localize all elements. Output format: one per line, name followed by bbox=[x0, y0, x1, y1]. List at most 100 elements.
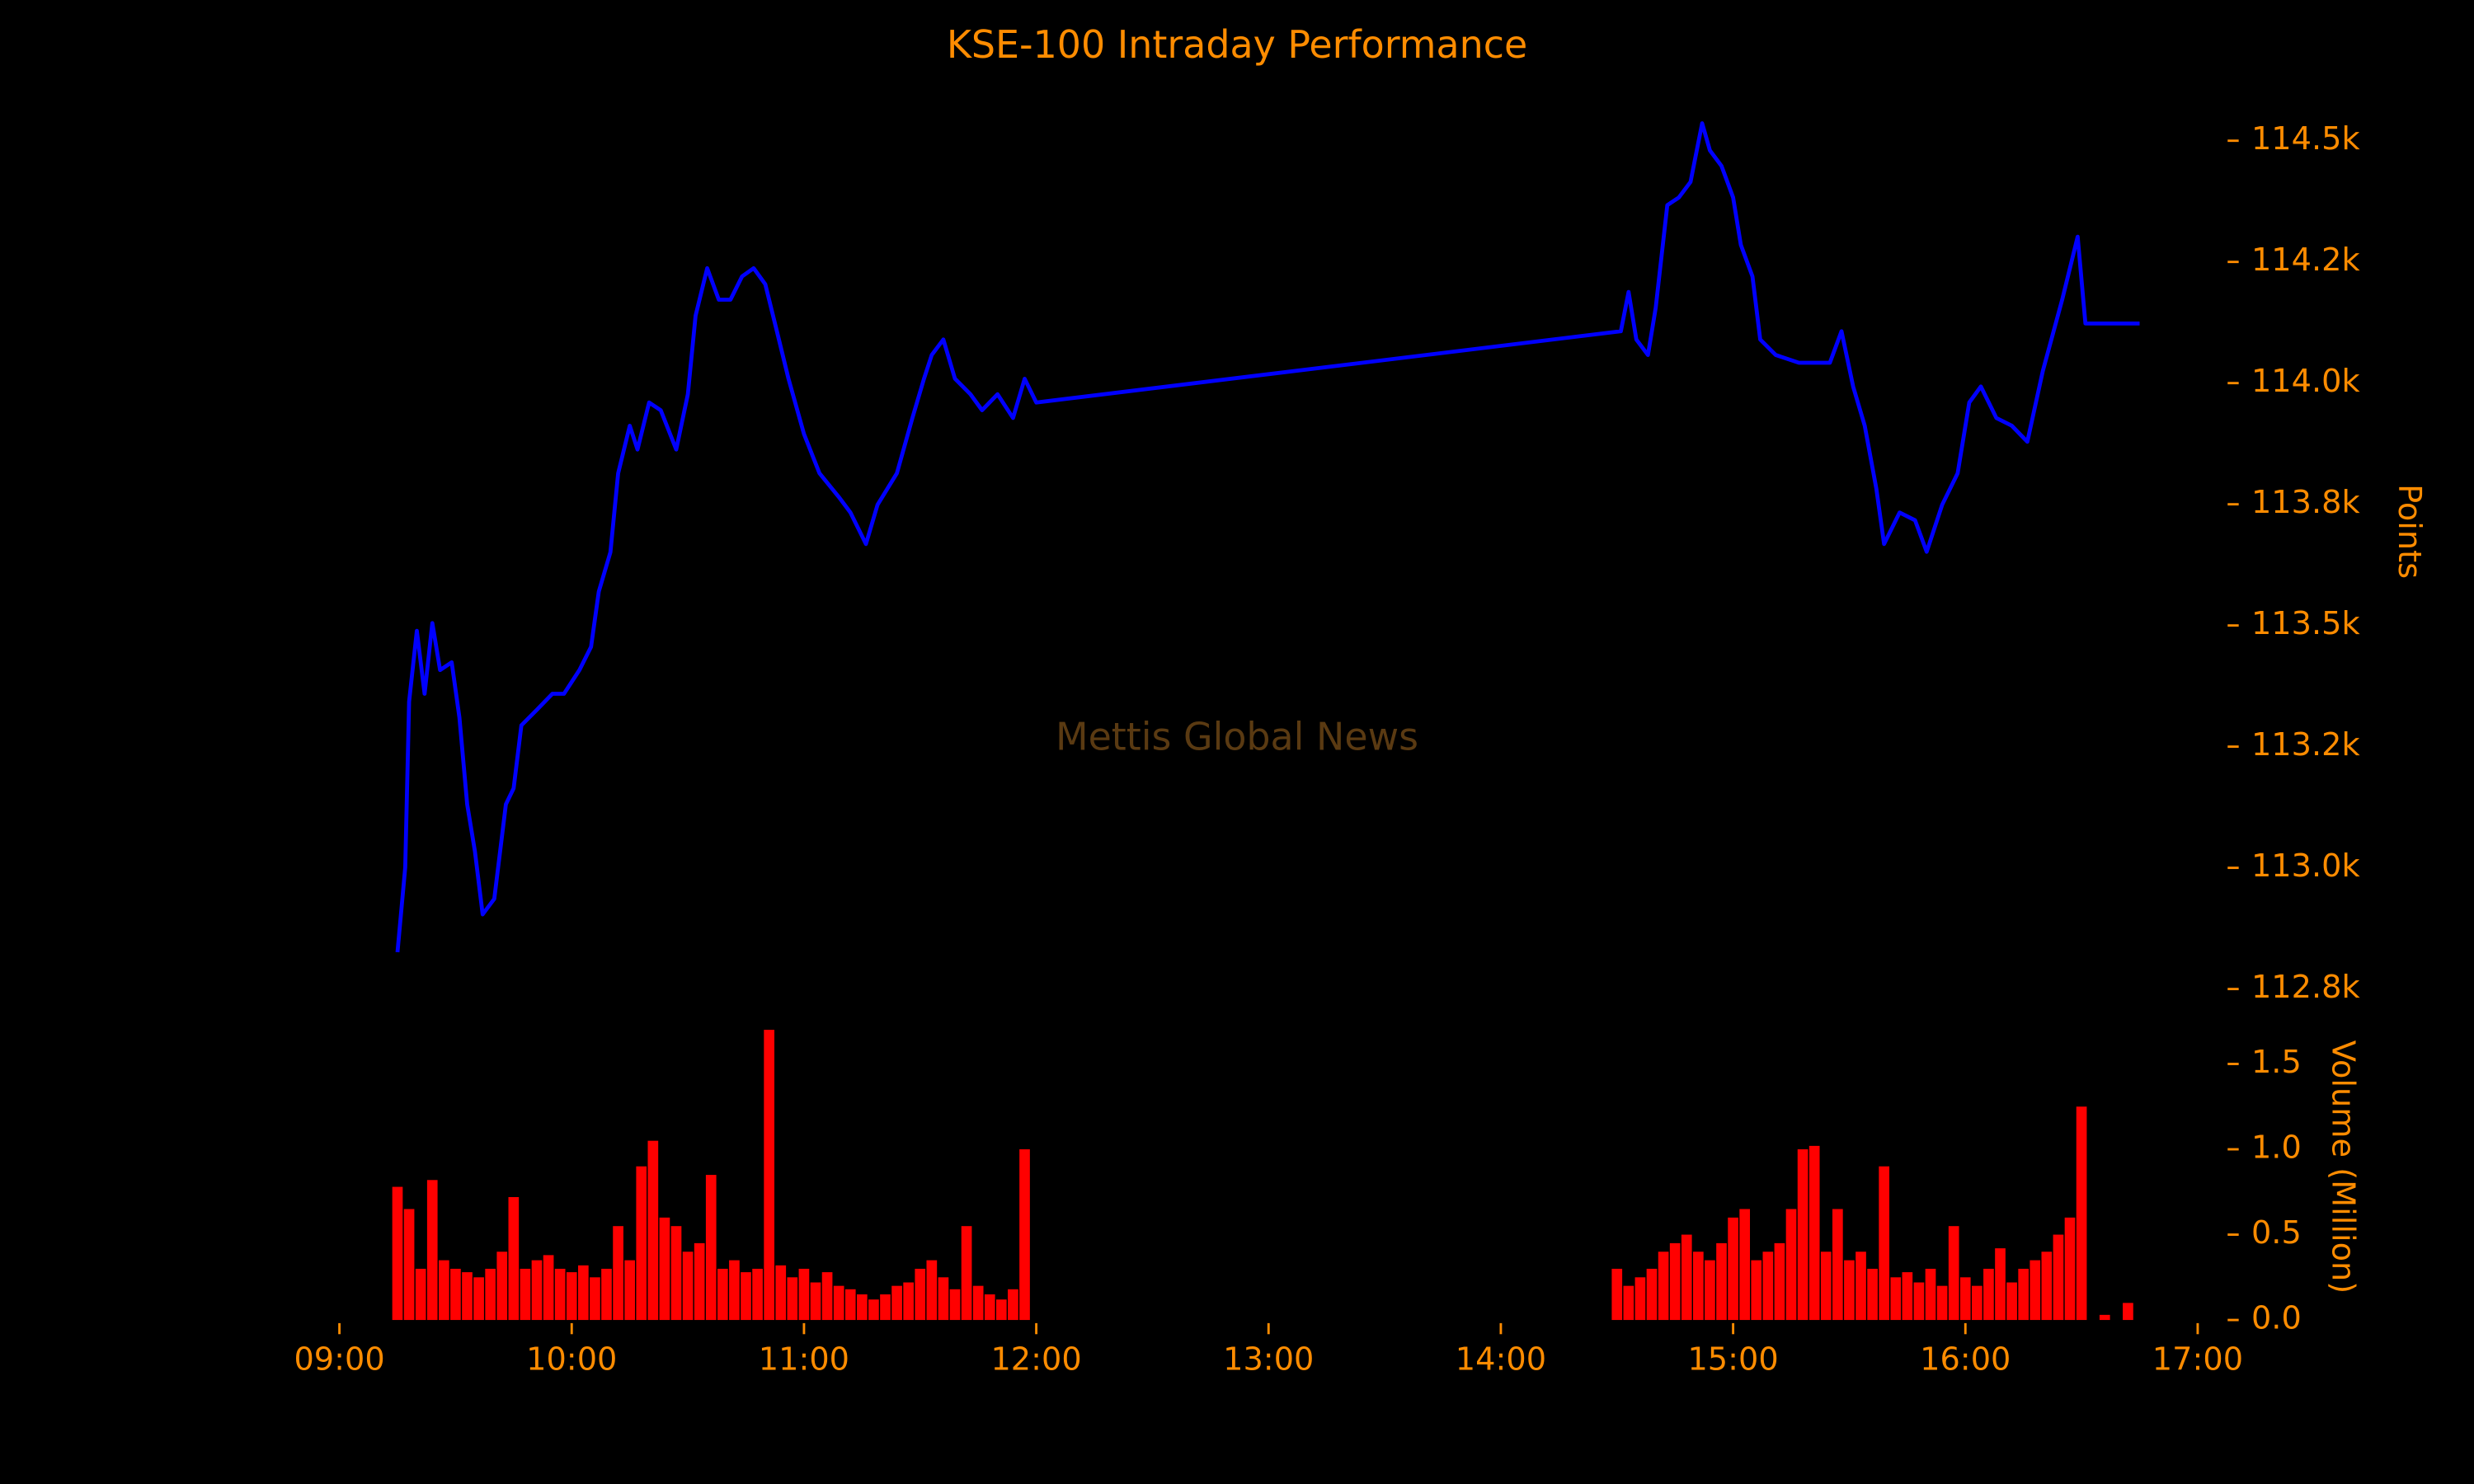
volume-bar bbox=[554, 1268, 566, 1321]
volume-bar bbox=[984, 1294, 995, 1321]
volume-bar bbox=[821, 1272, 833, 1321]
volume-bar bbox=[613, 1226, 623, 1321]
y-tick-label: 114.2k bbox=[2251, 242, 2361, 279]
x-tick-label: 17:00 bbox=[2152, 1341, 2243, 1378]
volume-bar bbox=[392, 1186, 403, 1321]
volume-bar bbox=[647, 1140, 659, 1321]
volume-bar bbox=[1774, 1242, 1785, 1321]
y-axis-label: Points bbox=[2391, 484, 2428, 579]
volume-bar bbox=[2018, 1268, 2030, 1321]
volume-bar bbox=[1785, 1209, 1797, 1321]
volume-bar bbox=[844, 1289, 856, 1321]
volume-bar bbox=[1611, 1268, 1623, 1321]
volume-bar bbox=[1728, 1217, 1738, 1321]
volume-bar bbox=[2053, 1234, 2064, 1321]
volume-bar bbox=[1681, 1234, 1692, 1321]
volume-bar bbox=[1867, 1268, 1878, 1321]
volume-bar bbox=[462, 1272, 473, 1321]
y-tick-label: 1.5 bbox=[2251, 1044, 2302, 1081]
volume-bar bbox=[926, 1260, 938, 1321]
volume-bar bbox=[473, 1277, 484, 1321]
volume-bar bbox=[485, 1268, 496, 1321]
x-tick-label: 11:00 bbox=[759, 1341, 849, 1378]
volume-bar bbox=[1832, 1209, 1843, 1321]
y-tick-label: 113.0k bbox=[2251, 848, 2361, 885]
volume-bar bbox=[670, 1226, 682, 1321]
volume-bar bbox=[2076, 1106, 2087, 1321]
volume-bar bbox=[1019, 1149, 1030, 1321]
volume-bar bbox=[601, 1268, 612, 1321]
volume-bar bbox=[1762, 1252, 1774, 1321]
volume-bar bbox=[450, 1268, 461, 1321]
volume-bar bbox=[1808, 1145, 1820, 1321]
volume-bar bbox=[2123, 1303, 2133, 1321]
volume-bar bbox=[1739, 1209, 1751, 1321]
volume-bar bbox=[2099, 1314, 2110, 1321]
chart-title: KSE-100 Intraday Performance bbox=[947, 22, 1527, 67]
y-tick-label: 114.0k bbox=[2251, 363, 2361, 400]
volume-bar bbox=[856, 1294, 868, 1321]
volume-bar bbox=[1983, 1268, 1994, 1321]
volume-bar bbox=[752, 1268, 763, 1321]
volume-bar bbox=[1693, 1252, 1704, 1321]
volume-bar bbox=[2041, 1252, 2053, 1321]
volume-bar bbox=[577, 1265, 589, 1321]
volume-bar bbox=[1705, 1260, 1715, 1321]
volume-bar bbox=[938, 1277, 949, 1321]
volume-bar bbox=[891, 1285, 902, 1321]
volume-bar bbox=[1948, 1226, 1959, 1321]
volume-bar bbox=[694, 1242, 705, 1321]
volume-bar bbox=[717, 1268, 728, 1321]
x-tick-label: 09:00 bbox=[294, 1341, 384, 1378]
price-line bbox=[395, 121, 2140, 953]
volume-bar bbox=[426, 1180, 438, 1321]
volume-bar bbox=[798, 1268, 810, 1321]
volume-bar bbox=[531, 1260, 543, 1321]
volume-bar bbox=[810, 1282, 821, 1321]
volume-bar bbox=[1995, 1248, 2006, 1321]
volume-bar bbox=[1658, 1252, 1669, 1321]
volume-bar bbox=[2064, 1217, 2076, 1321]
volume-bar bbox=[1716, 1242, 1727, 1321]
y-tick-label: 114.5k bbox=[2251, 120, 2361, 157]
volume-bar bbox=[496, 1252, 508, 1321]
x-tick-label: 10:00 bbox=[526, 1341, 617, 1378]
volume-bar bbox=[787, 1277, 798, 1321]
y-axis-label: Volume (Million) bbox=[2325, 1040, 2362, 1294]
volume-bar bbox=[764, 1030, 775, 1321]
volume-bar bbox=[915, 1268, 926, 1321]
y-tick-label: 0.5 bbox=[2251, 1214, 2302, 1252]
volume-bar bbox=[1879, 1166, 1890, 1321]
y-tick-label: 113.2k bbox=[2251, 726, 2361, 763]
volume-bar bbox=[1797, 1149, 1808, 1321]
volume-bar bbox=[1972, 1285, 1982, 1321]
volume-bar bbox=[508, 1196, 520, 1321]
volume-bar bbox=[1936, 1285, 1948, 1321]
x-tick-label: 16:00 bbox=[1920, 1341, 2011, 1378]
volume-bar bbox=[1751, 1260, 1762, 1321]
volume-bar bbox=[949, 1289, 961, 1321]
volume-bar bbox=[729, 1260, 740, 1321]
volume-bar bbox=[1959, 1277, 1971, 1321]
watermark: Mettis Global News bbox=[1056, 715, 1418, 759]
volume-bar bbox=[961, 1226, 972, 1321]
x-tick-label: 15:00 bbox=[1687, 1341, 1778, 1378]
volume-bar bbox=[996, 1299, 1007, 1321]
volume-bar bbox=[566, 1272, 577, 1321]
volume-bar bbox=[520, 1268, 531, 1321]
volume-bar bbox=[682, 1252, 694, 1321]
volume-bar bbox=[1925, 1268, 1936, 1321]
y-tick-label: 112.8k bbox=[2251, 969, 2361, 1006]
volume-bar bbox=[438, 1260, 449, 1321]
volume-bar bbox=[1844, 1260, 1855, 1321]
volume-bar bbox=[1008, 1289, 1018, 1321]
volume-bar bbox=[775, 1265, 787, 1321]
volume-bar bbox=[636, 1166, 647, 1321]
volume-bar bbox=[2006, 1282, 2017, 1321]
volume-bar bbox=[1634, 1277, 1646, 1321]
volume-bar bbox=[972, 1285, 984, 1321]
volume-bar bbox=[403, 1209, 415, 1321]
volume-bar bbox=[880, 1294, 891, 1321]
